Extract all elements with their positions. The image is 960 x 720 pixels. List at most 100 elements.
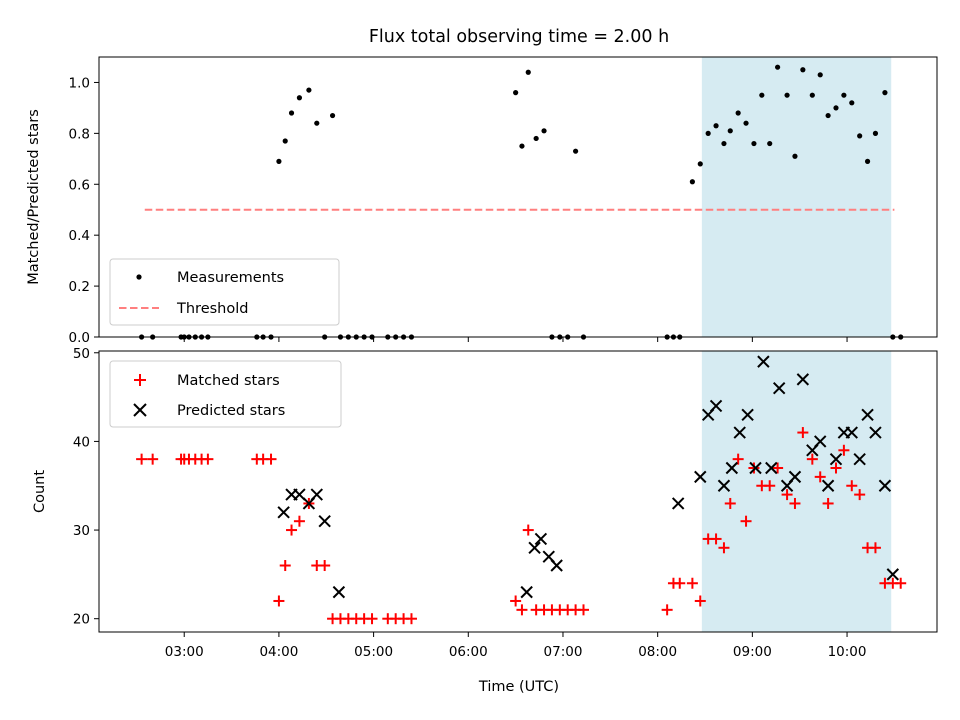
measurement-point <box>573 148 579 154</box>
measurement-point <box>525 69 531 75</box>
matched-point <box>772 462 784 474</box>
legend-threshold-label: Threshold <box>176 301 248 317</box>
measurement-point <box>817 72 823 78</box>
matched-point <box>366 613 378 625</box>
measurement-point <box>872 130 879 136</box>
predicted-point <box>878 479 892 492</box>
measurement-point <box>743 120 749 126</box>
bottom-observing-window <box>701 351 892 632</box>
measurement-point <box>759 92 765 98</box>
measurement-point <box>833 105 839 111</box>
predicted-point <box>671 497 685 510</box>
matched-point <box>516 604 528 616</box>
x-tick-label: 09:00 <box>733 644 772 660</box>
matched-point <box>694 595 706 607</box>
predicted-point <box>694 470 707 484</box>
matched-point <box>136 453 148 465</box>
matched-point <box>732 453 744 465</box>
matched-point <box>781 489 793 501</box>
measurement-point <box>784 92 790 98</box>
matched-point <box>846 480 858 492</box>
matched-point <box>869 542 881 554</box>
predicted-point <box>725 461 739 475</box>
matched-point <box>710 533 722 545</box>
matched-point <box>748 462 760 474</box>
top-observing-window <box>701 57 892 337</box>
matched-point <box>838 444 850 456</box>
matched-point <box>279 560 291 572</box>
predicted-point <box>765 461 778 475</box>
predicted-point <box>821 479 835 492</box>
matched-point <box>724 497 736 509</box>
measurement-point <box>809 92 815 98</box>
measurement-point <box>282 138 288 144</box>
bottom-y-tick-label: 50 <box>73 346 90 362</box>
top-y-tick-label: 0.2 <box>69 279 90 295</box>
predicted-point <box>814 435 827 448</box>
measurement-point <box>689 179 695 185</box>
predicted-point <box>709 399 723 413</box>
matched-point <box>854 489 866 501</box>
measurement-point <box>288 110 295 116</box>
predicted-point <box>772 382 786 395</box>
predicted-point <box>277 506 290 519</box>
x-tick-label: 05:00 <box>354 644 393 660</box>
measurement-point <box>513 90 519 96</box>
top-y-tick-label: 0.8 <box>69 126 90 142</box>
predicted-point <box>796 373 810 386</box>
predicted-point <box>853 452 866 466</box>
measurement-point <box>857 133 863 139</box>
matched-point <box>830 462 842 474</box>
x-tick-label: 04:00 <box>259 644 298 660</box>
predicted-point <box>310 488 323 501</box>
bottom-y-tick-label: 20 <box>73 612 90 628</box>
matched-point <box>789 497 801 509</box>
legend-matched-label: Matched stars <box>177 373 280 389</box>
measurement-point <box>296 95 303 101</box>
predicted-point <box>869 426 882 439</box>
measurement-point <box>882 90 888 96</box>
matched-point <box>202 453 214 465</box>
predicted-point <box>733 426 746 439</box>
top-legend-frame <box>109 258 340 326</box>
measurement-point <box>533 135 539 142</box>
legend-matched-marker <box>134 374 146 386</box>
top-legend: Measurements Threshold <box>109 258 340 326</box>
bottom-legend-frame <box>109 360 342 428</box>
predicted-point <box>318 514 331 528</box>
matched-point <box>273 595 285 607</box>
bottom-y-axis-label: Count <box>32 470 48 513</box>
matched-point <box>286 524 298 536</box>
x-tick-label: 07:00 <box>544 644 583 660</box>
predicted-point <box>845 426 858 439</box>
predicted-point <box>886 568 900 581</box>
top-axes-frame <box>98 56 938 338</box>
legend-predicted-label: Predicted stars <box>177 403 285 419</box>
predicted-point <box>741 408 754 422</box>
measurement-point <box>727 128 733 134</box>
predicted-point <box>788 470 802 484</box>
measurement-point <box>800 67 806 73</box>
measurement-point <box>775 64 781 70</box>
matched-point <box>822 497 834 509</box>
predicted-point <box>332 585 346 599</box>
bottom-y-tick-label: 30 <box>73 523 90 539</box>
matched-point <box>686 577 698 589</box>
measurement-point <box>329 112 336 119</box>
top-y-tick-label: 0.6 <box>69 177 90 193</box>
measurement-point <box>825 112 831 119</box>
measurement-point <box>314 120 320 126</box>
matched-point <box>814 471 826 483</box>
matched-point <box>522 524 534 536</box>
matched-point <box>764 480 776 492</box>
x-tick-label: 10:00 <box>828 644 867 660</box>
measurement-point <box>864 158 871 164</box>
predicted-point <box>717 479 731 492</box>
measurement-point <box>713 123 719 129</box>
predicted-point <box>829 452 843 466</box>
matched-point <box>661 604 673 616</box>
x-tick-label: 06:00 <box>449 644 488 660</box>
measurement-point <box>751 140 757 147</box>
bottom-panel-counts: 20 30 40 50 03:00 04:00 05:00 06:00 07:00 08:00 0… <box>32 346 938 695</box>
